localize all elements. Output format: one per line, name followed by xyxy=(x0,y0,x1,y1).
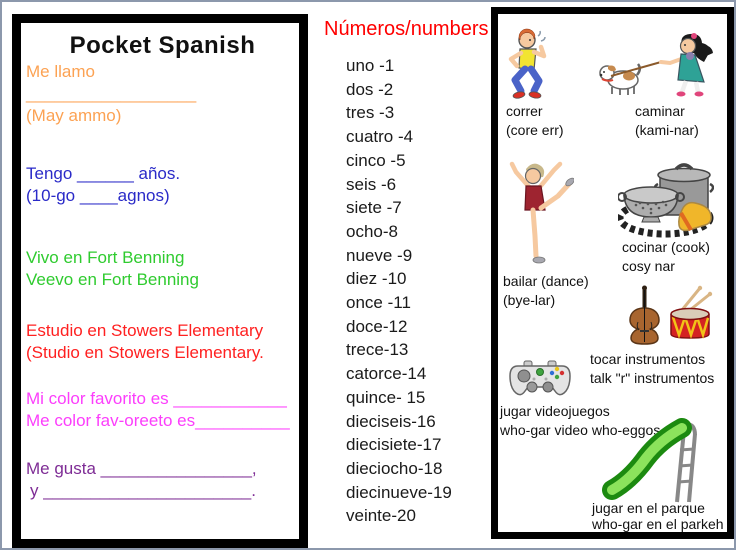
activity-caption-videojuegos: jugar videojuegos who-gar video who-eggo… xyxy=(500,402,660,440)
activity-pron-label: who-gar en el parkeh xyxy=(592,516,724,532)
dog-walking-icon xyxy=(599,33,713,97)
violin-drum-icon xyxy=(629,285,713,345)
number-item: catorce-14 xyxy=(346,364,427,384)
phrase-me-gusta-y: y ______________________. xyxy=(30,481,256,500)
activity-caption-correr: correr (core err) xyxy=(506,102,564,140)
activity-image-cocinar xyxy=(616,160,715,240)
phrase-vivo: Vivo en Fort Benning xyxy=(26,248,185,267)
number-item: diez -10 xyxy=(346,269,407,289)
activity-image-caminar xyxy=(598,32,716,98)
number-item: trece-13 xyxy=(346,340,409,360)
phrase-me-gusta: Me gusta ________________, xyxy=(26,459,257,478)
number-item: seis -6 xyxy=(346,174,397,194)
activity-image-tocar xyxy=(626,284,714,346)
activity-pron-label: who-gar video who-eggos xyxy=(500,422,661,438)
number-item: tres -3 xyxy=(346,103,395,123)
right-panel: correr (core err) xyxy=(491,7,734,539)
number-item: siete -7 xyxy=(346,198,402,218)
number-item: uno -1 xyxy=(346,56,395,75)
activity-es-label: cocinar (cook) xyxy=(622,239,710,255)
activity-es-label: bailar (dance) xyxy=(503,273,589,289)
activity-pron-label: (bye-lar) xyxy=(503,292,556,308)
activity-es-label: jugar en el parque xyxy=(592,500,705,516)
phrase-vivo-pron: Veevo en Fort Benning xyxy=(26,270,199,289)
activity-es-label: tocar instrumentos xyxy=(590,351,706,367)
activity-caption-parque: jugar en el parque who-gar en el parkeh xyxy=(592,500,724,532)
numbers-title: Números/numbers xyxy=(324,18,489,40)
number-item: cuatro -4 xyxy=(346,127,414,147)
activity-image-videojuegos xyxy=(508,360,572,402)
blank-line: __________________ xyxy=(26,84,197,103)
activity-es-label: correr xyxy=(506,103,543,119)
game-controller-icon xyxy=(509,360,571,396)
number-item: nueve -9 xyxy=(346,245,413,265)
number-item: cinco -5 xyxy=(346,150,406,170)
activity-es-label: jugar videojuegos xyxy=(500,403,610,419)
numbers-column: Números/numbers uno -1 dos -2 tres -3 cu… xyxy=(324,16,492,528)
number-item: diecinueve-19 xyxy=(346,482,452,502)
number-item: dieciseis-16 xyxy=(346,411,436,431)
runner-icon xyxy=(508,28,547,99)
number-item: quince- 15 xyxy=(346,387,426,407)
number-item: once -11 xyxy=(346,293,411,313)
activity-caption-tocar: tocar instrumentos talk "r" instrumentos xyxy=(590,350,714,388)
phrase-tengo-pron: (10-go ____agnos) xyxy=(26,186,170,205)
left-panel: Pocket Spanish Me llamo ________________… xyxy=(12,14,308,548)
phrase-tengo-anos: Tengo ______ años. xyxy=(26,164,181,183)
activity-image-correr xyxy=(504,28,554,100)
activity-caption-bailar: bailar (dance) (bye-lar) xyxy=(503,272,589,310)
activity-caption-caminar: caminar (kami-nar) xyxy=(635,102,699,140)
phrase-estudio: Estudio en Stowers Elementary xyxy=(26,321,264,340)
activity-pron-label: talk "r" instrumentos xyxy=(590,370,715,386)
phrase-mi-color-pron: Me color fav-oreeto es__________ xyxy=(26,411,290,430)
page-title: Pocket Spanish xyxy=(69,32,256,59)
activity-image-parque xyxy=(600,414,700,506)
phrase-me-llamo: Me llamo xyxy=(26,62,95,81)
activity-es-label: caminar xyxy=(635,103,685,119)
number-item: veinte-20 xyxy=(346,506,416,526)
playground-slide-icon xyxy=(602,418,697,503)
number-item: diecisiete-17 xyxy=(346,435,442,455)
number-item: dos -2 xyxy=(346,79,394,99)
phrase-estudio-pron: (Studio en Stowers Elementary. xyxy=(26,343,264,362)
activity-pron-label: cosy nar xyxy=(622,258,675,274)
activity-caption-cocinar: cocinar (cook) cosy nar xyxy=(622,238,710,276)
ballet-dancer-icon xyxy=(509,161,575,264)
number-item: dieciocho-18 xyxy=(346,458,443,478)
cooking-pots-icon xyxy=(616,163,715,238)
phrase-may-ammo: (May ammo) xyxy=(26,106,122,125)
numbers-list: uno -1 dos -2 tres -3 cuatro -4 cinco -5… xyxy=(324,54,492,528)
activity-image-bailar xyxy=(506,156,575,268)
phrase-mi-color: Mi color favorito es ____________ xyxy=(26,389,287,408)
activity-pron-label: (core err) xyxy=(506,122,564,138)
number-item: ocho-8 xyxy=(346,221,398,241)
number-item: doce-12 xyxy=(346,316,408,336)
activity-pron-label: (kami-nar) xyxy=(635,122,699,138)
